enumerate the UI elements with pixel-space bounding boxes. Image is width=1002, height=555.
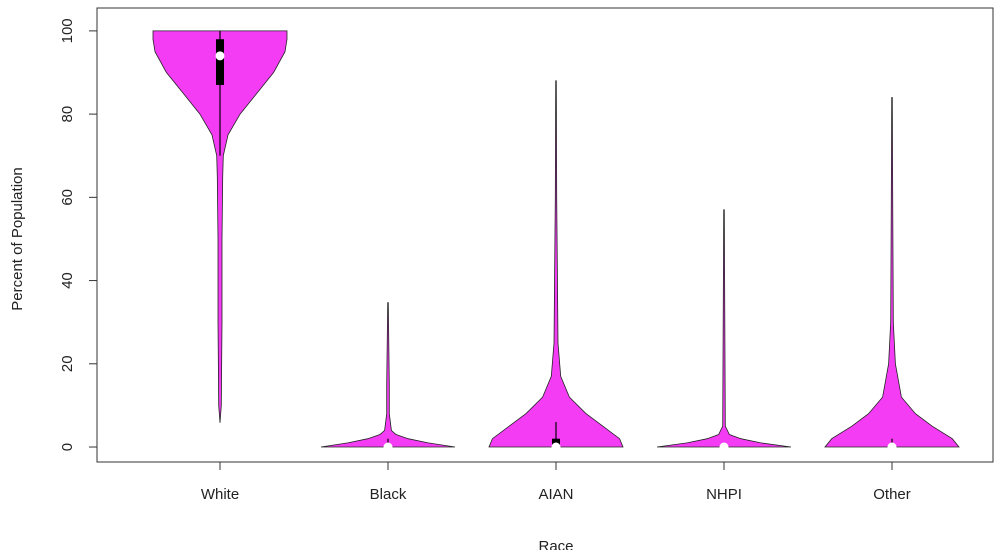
- violin: [320, 302, 456, 448]
- median: [719, 442, 729, 452]
- y-axis-label: Percent of Population: [9, 167, 26, 310]
- x-axis-label: Race: [538, 538, 573, 550]
- y-tick-label: 80: [59, 106, 76, 123]
- y-tick-label: 40: [59, 272, 76, 289]
- y-tick-label: 60: [59, 189, 76, 206]
- median: [887, 442, 897, 452]
- x-tick-label: AIAN: [538, 486, 573, 503]
- x-tick-label: White: [201, 486, 239, 503]
- box: [216, 39, 224, 85]
- violin: [656, 209, 792, 448]
- violin: [488, 80, 624, 448]
- x-tick-label: Black: [370, 486, 407, 503]
- median: [383, 442, 393, 452]
- y-tick-label: 100: [59, 18, 76, 43]
- x-tick-label: NHPI: [706, 486, 742, 503]
- y-tick-label: 0: [59, 443, 76, 451]
- median: [551, 442, 561, 452]
- violin: [824, 97, 960, 448]
- median: [215, 51, 225, 61]
- y-tick-label: 20: [59, 355, 76, 372]
- x-tick-label: Other: [873, 486, 911, 503]
